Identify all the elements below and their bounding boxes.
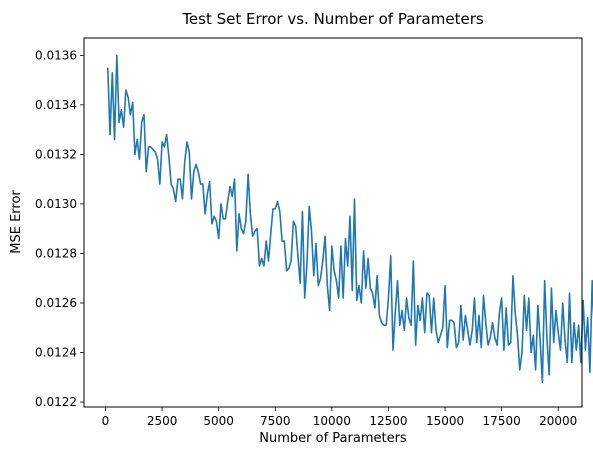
plot-content <box>106 54 593 384</box>
axes-frame <box>83 37 583 408</box>
x-tick-label: 0 <box>102 414 110 428</box>
chart-title: Test Set Error vs. Number of Parameters <box>181 10 484 28</box>
x-tick-label: 5000 <box>203 414 234 428</box>
y-tick-label: 0.0136 <box>35 48 77 62</box>
y-tick-label: 0.0132 <box>35 147 77 161</box>
y-tick-label: 0.0128 <box>35 246 77 260</box>
x-tick-label: 17500 <box>483 414 521 428</box>
y-tick-label: 0.0130 <box>35 197 77 211</box>
plot-area <box>84 38 582 407</box>
y-axis-label: MSE Error <box>9 190 24 254</box>
y-tick-label: 0.0122 <box>35 395 77 409</box>
x-axis-label: Number of Parameters <box>259 431 407 446</box>
y-tick-label: 0.0124 <box>35 346 77 360</box>
x-axis-ticks: 0 2500 5000 7500 10000 12500 15000 17500 20000 <box>102 407 577 428</box>
x-tick-label: 20000 <box>539 414 577 428</box>
x-tick-label: 2500 <box>147 414 178 428</box>
y-axis-ticks: 0.0122 0.0124 0.0126 0.0128 0.0130 0.0132 0.01… <box>35 48 84 409</box>
y-tick-label: 0.0126 <box>35 296 77 310</box>
x-tick-label: 15000 <box>426 414 464 428</box>
x-tick-label: 12500 <box>369 414 407 428</box>
x-tick-label: 7500 <box>260 414 291 428</box>
series-line-0 <box>106 54 593 384</box>
y-tick-label: 0.0134 <box>35 98 77 112</box>
x-tick-label: 10000 <box>313 414 351 428</box>
